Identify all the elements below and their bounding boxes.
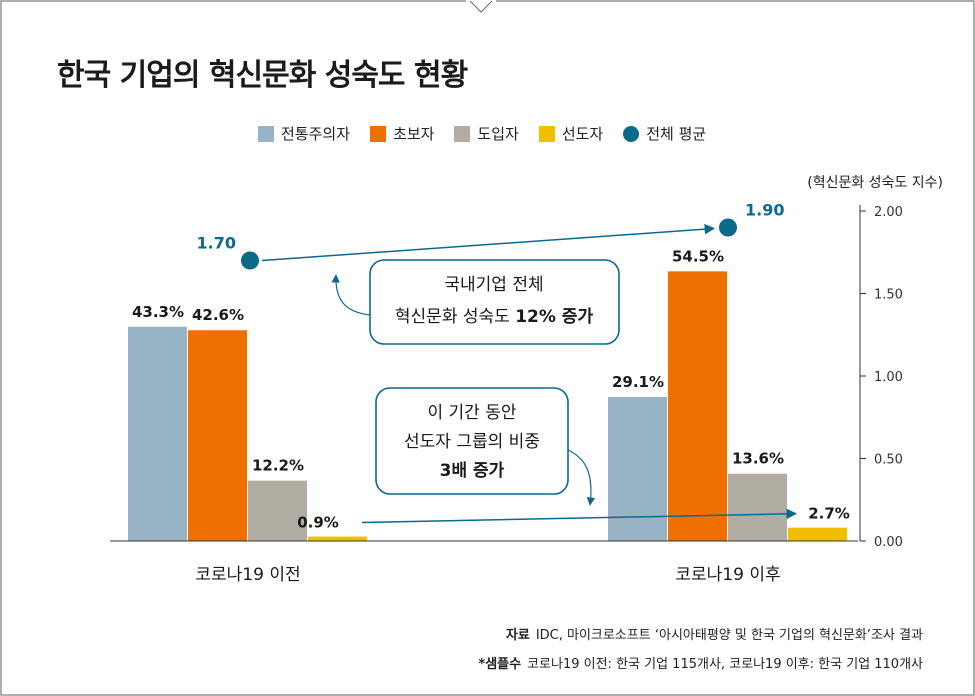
bar (128, 326, 187, 541)
legend-item-leader: 선도자 (538, 123, 604, 144)
bar (608, 397, 667, 541)
category-label: 코로나19 이후 (675, 565, 780, 585)
legend-label: 선도자 (561, 125, 604, 143)
data-label: 29.1% (612, 373, 664, 391)
callout-pointer (567, 449, 596, 506)
legend-label: 도입자 (477, 125, 519, 143)
average-label: 1.90 (745, 201, 784, 220)
legend-item-average: 전체 평균 (623, 123, 706, 144)
chevron-down-icon (469, 0, 493, 13)
callout-box (375, 387, 569, 495)
chart-title: 한국 기업의 혁신문화 성숙도 현황 (57, 58, 468, 93)
callout-emphasis: 3배 증가 (440, 461, 505, 481)
legend-swatch (538, 125, 555, 142)
legend-label: 초보자 (393, 125, 435, 143)
data-label: 54.5% (672, 247, 724, 265)
legend-item-traditional: 전통주의자 (258, 123, 350, 144)
callout-text: 국내기업 전체 (444, 275, 543, 295)
source-text: IDC, 마이크로소프트 ‘아시아태평양 및 한국 기업의 혁신문화’조사 결과 (535, 628, 923, 643)
sample-text: 코로나19 이전: 한국 기업 115개사, 코로나19 이후: 한국 기업 1… (527, 657, 923, 672)
callout-box (369, 259, 620, 345)
source-line: 자료 IDC, 마이크로소프트 ‘아시아태평양 및 한국 기업의 혁신문화’조사 … (506, 624, 923, 643)
callout-emphasis: 12% 증가 (515, 307, 593, 327)
average-label: 1.70 (197, 234, 236, 253)
legend-swatch (370, 125, 387, 142)
bar (728, 473, 787, 541)
legend-label: 전체 평균 (646, 125, 707, 143)
data-label: 0.9% (297, 514, 339, 532)
average-point (241, 251, 259, 270)
data-label: 2.7% (808, 505, 850, 523)
bar (788, 527, 847, 541)
legend-item-adopter: 도입자 (454, 123, 519, 144)
average-arrow (261, 223, 716, 262)
sample-line: *샘플수 코로나19 이전: 한국 기업 115개사, 코로나19 이후: 한국 … (478, 653, 923, 672)
bar (188, 330, 247, 541)
average-point (719, 218, 737, 237)
tick-label: 0.00 (874, 535, 903, 550)
data-label: 13.6% (732, 450, 784, 468)
bar (248, 480, 307, 541)
legend-label: 전통주의자 (281, 125, 351, 143)
bar (668, 271, 727, 541)
bar (308, 536, 367, 541)
callout-text: 혁신문화 성숙도 12% 증가 (395, 307, 594, 327)
legend-swatch (454, 125, 471, 142)
leader-arrow (361, 508, 798, 524)
tick-label: 2.00 (874, 205, 903, 220)
legend-item-beginner: 초보자 (370, 123, 434, 144)
legend: 전통주의자 초보자 도입자 선도자 전체 평균 (258, 123, 726, 144)
callout-text: 이 기간 동안 (427, 403, 516, 423)
callout-pointer (331, 274, 371, 316)
data-label: 12.2% (252, 457, 304, 475)
tick-label: 0.50 (874, 453, 903, 468)
source-label: 자료 (505, 628, 530, 643)
sample-label: *샘플수 (478, 657, 522, 672)
tick-label: 1.00 (874, 370, 903, 385)
legend-swatch (258, 125, 274, 142)
axis-unit-label: (혁신문화 성숙도 지수) (807, 175, 943, 191)
tick-label: 1.50 (874, 288, 903, 303)
category-label: 코로나19 이전 (195, 565, 300, 585)
data-label: 42.6% (192, 306, 244, 324)
callout-text: 선도자 그룹의 비중 (404, 432, 540, 452)
data-label: 43.3% (132, 303, 184, 321)
legend-dot (623, 125, 640, 142)
